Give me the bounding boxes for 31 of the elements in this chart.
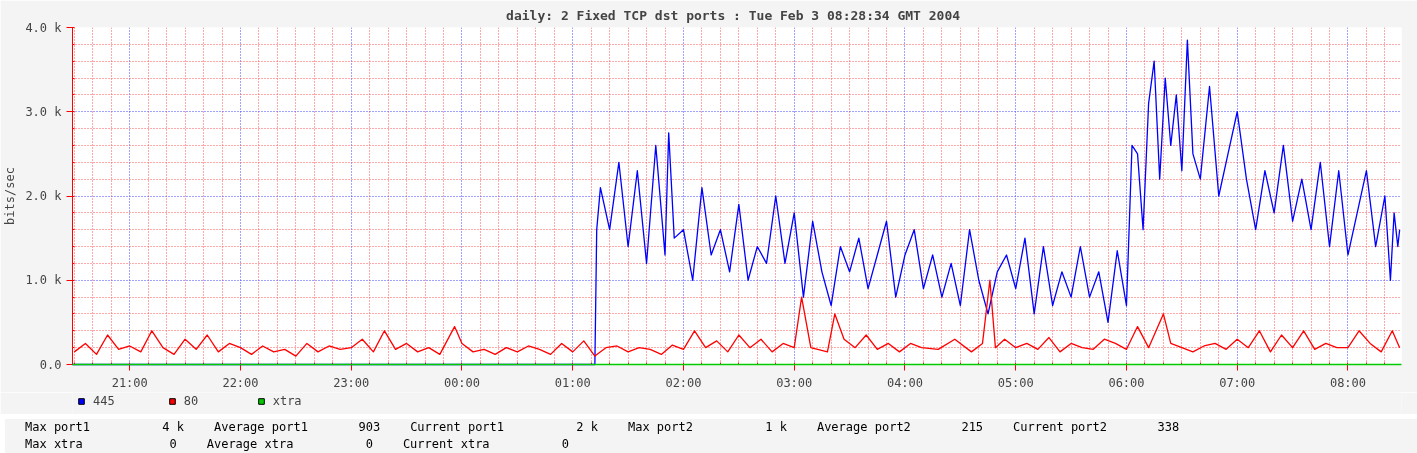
- text: Max xtra 0: [25, 436, 177, 453]
- y-axis-title: bits/sec: [3, 167, 18, 225]
- x-tick-label: 08:00: [1329, 375, 1367, 390]
- y-tick-label: 0.0: [39, 357, 62, 372]
- text: Max port1 4 k: [25, 419, 184, 436]
- y-tick-label: 1.0 k: [25, 273, 63, 288]
- x-tick-label: 01:00: [554, 375, 591, 390]
- x-tick-label: 07:00: [1219, 375, 1256, 390]
- y-tick-label: 3.0 k: [25, 104, 63, 119]
- y-tick-label: 2.0 k: [25, 189, 63, 203]
- text: Max port2 1 k: [627, 419, 787, 436]
- chart-title: daily: 2 Fixed TCP dst ports : Tue Feb 3 08:28:34 GMT 2004: [506, 7, 961, 23]
- x-tick-label: 21:00: [111, 375, 148, 390]
- text: Current port1 2 k: [410, 419, 598, 436]
- legend-label: 445: [93, 394, 115, 408]
- text: Average port2 215: [816, 419, 984, 436]
- x-tick-label: 23:00: [333, 375, 370, 390]
- x-tick-label: 00:00: [443, 375, 481, 390]
- y-tick-label: 4.0 k: [25, 20, 63, 35]
- text: Current xtra 0: [402, 436, 570, 453]
- x-tick-label: 03:00: [776, 375, 813, 390]
- x-tick-label: 04:00: [886, 375, 924, 390]
- text: Average port1 903: [213, 419, 381, 436]
- legend-label: 80: [183, 394, 200, 408]
- legend-label: xtra: [272, 394, 302, 408]
- x-tick-label: 22:00: [222, 375, 259, 390]
- x-tick-label: 05:00: [997, 375, 1034, 390]
- x-tick-label: 02:00: [665, 375, 702, 390]
- text: Average xtra 0: [206, 436, 373, 453]
- x-tick-label: 06:00: [1108, 375, 1145, 390]
- text: Current port2 338: [1013, 419, 1180, 436]
